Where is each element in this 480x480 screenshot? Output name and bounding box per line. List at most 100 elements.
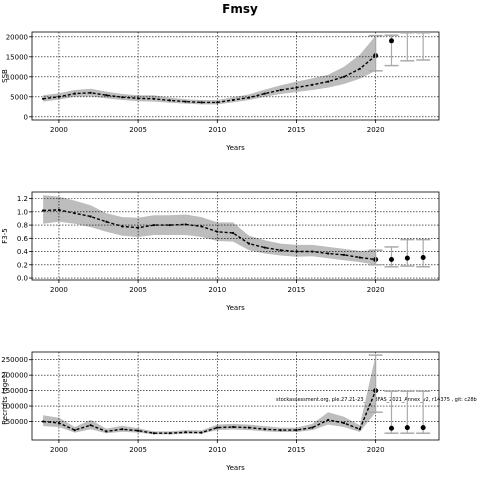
x-tick-label: 2010	[208, 286, 226, 294]
estimate-point	[168, 99, 171, 102]
estimate-point	[73, 92, 76, 95]
plot-frame	[31, 351, 440, 441]
estimate-point	[168, 223, 171, 227]
estimate-point	[57, 421, 61, 425]
estimate-point	[295, 429, 298, 432]
forecast-point	[420, 255, 426, 261]
x-tick-label: 2005	[129, 286, 147, 294]
estimate-point	[216, 426, 219, 429]
estimate-point	[137, 226, 140, 229]
estimate-point	[232, 231, 235, 235]
estimate-point	[247, 242, 251, 245]
estimate-point	[295, 86, 298, 89]
estimate-point	[327, 252, 330, 255]
estimate-point	[200, 431, 203, 434]
x-tick-label: 2010	[208, 446, 226, 454]
estimate-point	[263, 428, 266, 431]
estimate-point	[184, 100, 187, 103]
y-tick-label: 0.0	[17, 275, 28, 283]
x-tick-label: 2005	[129, 126, 147, 134]
estimate-point	[232, 98, 235, 102]
forecast-point	[420, 425, 426, 431]
confidence-band	[43, 195, 376, 265]
y-tick-label: 0	[24, 113, 28, 121]
y-tick-label: 0.8	[17, 222, 28, 230]
estimate-point	[89, 424, 92, 427]
estimate-point	[105, 94, 108, 97]
forecast-point	[388, 425, 394, 431]
y-tick-label: 0.2	[17, 261, 28, 269]
estimate-line	[43, 390, 377, 434]
y-tick-label: 20000	[6, 33, 28, 41]
estimate-point	[342, 421, 346, 425]
estimate-point	[279, 429, 282, 432]
estimate-point	[358, 256, 361, 259]
estimate-point	[152, 97, 156, 100]
estimate-point	[327, 418, 330, 422]
x-axis-label: Years	[225, 304, 245, 312]
estimate-point	[327, 80, 330, 83]
estimate-point	[342, 75, 346, 78]
estimate-point	[232, 425, 235, 429]
estimate-point	[279, 88, 282, 92]
forecast-point	[388, 256, 394, 262]
estimate-point	[200, 101, 203, 104]
estimate-line	[43, 209, 376, 261]
x-axis-label: Years	[225, 464, 245, 472]
y-axis-label: SSB	[1, 69, 9, 83]
x-tick-label: 2015	[288, 126, 306, 134]
x-tick-label: 2010	[208, 126, 226, 134]
x-axis-label: Years	[225, 144, 245, 152]
y-tick-label: 10000	[6, 73, 28, 81]
estimate-point	[105, 220, 108, 223]
estimate-point	[247, 426, 251, 429]
x-tick-label: 2020	[367, 126, 385, 134]
attribution-note: stockassessment.org, ple.27.21-23_WKBFAS…	[276, 397, 477, 403]
estimate-point	[184, 431, 187, 434]
x-tick-label: 2000	[50, 126, 68, 134]
x-tick-label: 2015	[288, 446, 306, 454]
y-tick-label: 5000	[10, 93, 28, 101]
estimate-point	[105, 430, 108, 433]
confidence-band	[43, 355, 376, 435]
panel-1: 2000 2005 2010 2015 2020 0 5000 10000 15000 20000…	[1, 31, 440, 152]
estimate-point	[121, 428, 124, 431]
estimate-point	[41, 209, 45, 212]
y-tick-label: 15000	[6, 53, 28, 61]
figure-title: Fmsy	[222, 2, 258, 16]
y-tick-label: 0.6	[17, 235, 29, 243]
estimate-point	[184, 223, 187, 226]
x-tick-label: 2000	[50, 446, 68, 454]
estimate-point	[311, 83, 314, 86]
estimate-point	[121, 225, 124, 228]
estimate-point	[311, 250, 314, 253]
estimate-point	[41, 97, 45, 100]
x-tick-label: 2005	[129, 446, 147, 454]
estimate-line	[43, 55, 377, 104]
y-tick-label: 1.2	[17, 195, 28, 203]
estimate-point	[263, 92, 266, 95]
forecast-point	[404, 255, 410, 261]
y-tick-label: 0.4	[17, 248, 29, 256]
y-axis-label: F3-5	[1, 228, 9, 243]
estimate-point	[57, 208, 61, 211]
estimate-point	[358, 67, 361, 70]
y-tick-label: 250000	[1, 356, 28, 364]
estimate-point	[121, 96, 124, 99]
y-tick-label: 100000	[1, 403, 28, 411]
estimate-point	[279, 249, 282, 252]
panel-3: 2000 2005 2010 2015 2020 50000 100000 150000 200…	[1, 351, 440, 472]
y-tick-label: 50000	[6, 418, 28, 426]
estimate-point	[89, 215, 92, 218]
estimate-point	[247, 96, 251, 99]
estimate-point	[295, 250, 298, 253]
estimate-point	[137, 97, 140, 100]
panel-2: 2000 2005 2010 2015 2020 0.0 0.2 0.4 0.6 0.8 1.0 1.…	[1, 191, 440, 312]
y-tick-label: 200000	[1, 372, 28, 380]
estimate-point	[73, 429, 76, 432]
estimate-point	[200, 225, 203, 228]
plot-frame	[31, 191, 440, 281]
estimate-point	[358, 428, 361, 431]
forecast-point	[388, 38, 394, 44]
estimate-point	[311, 426, 314, 429]
